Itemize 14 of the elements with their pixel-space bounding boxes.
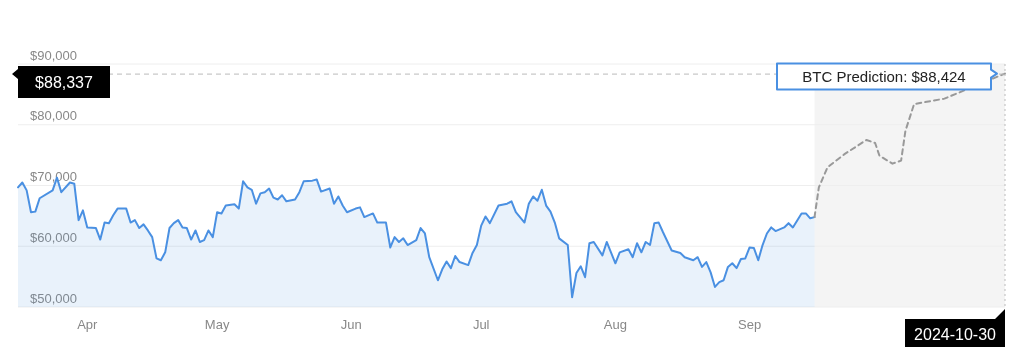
x-tick-label: Apr [77, 317, 99, 332]
ref-line-label: 2024-10-30 [914, 325, 997, 343]
x-tick-label: Jul [472, 317, 490, 332]
y-tick-label: $60,000 [30, 229, 77, 245]
y-tick-label: $80,000 [30, 108, 77, 124]
x-tick-label: May [204, 317, 230, 332]
x-tick-label: Jun [340, 317, 362, 332]
y-tick-label: $90,000 [30, 47, 77, 63]
x-tick-label: Sep [738, 317, 762, 332]
annotation: BTC Prediction: $88,424 [802, 67, 966, 85]
y-tick-label: $70,000 [30, 169, 77, 185]
ref-line-label: $88,337 [35, 73, 94, 91]
y-tick-label: $50,000 [30, 290, 77, 306]
x-tick-label: Aug [603, 317, 627, 332]
